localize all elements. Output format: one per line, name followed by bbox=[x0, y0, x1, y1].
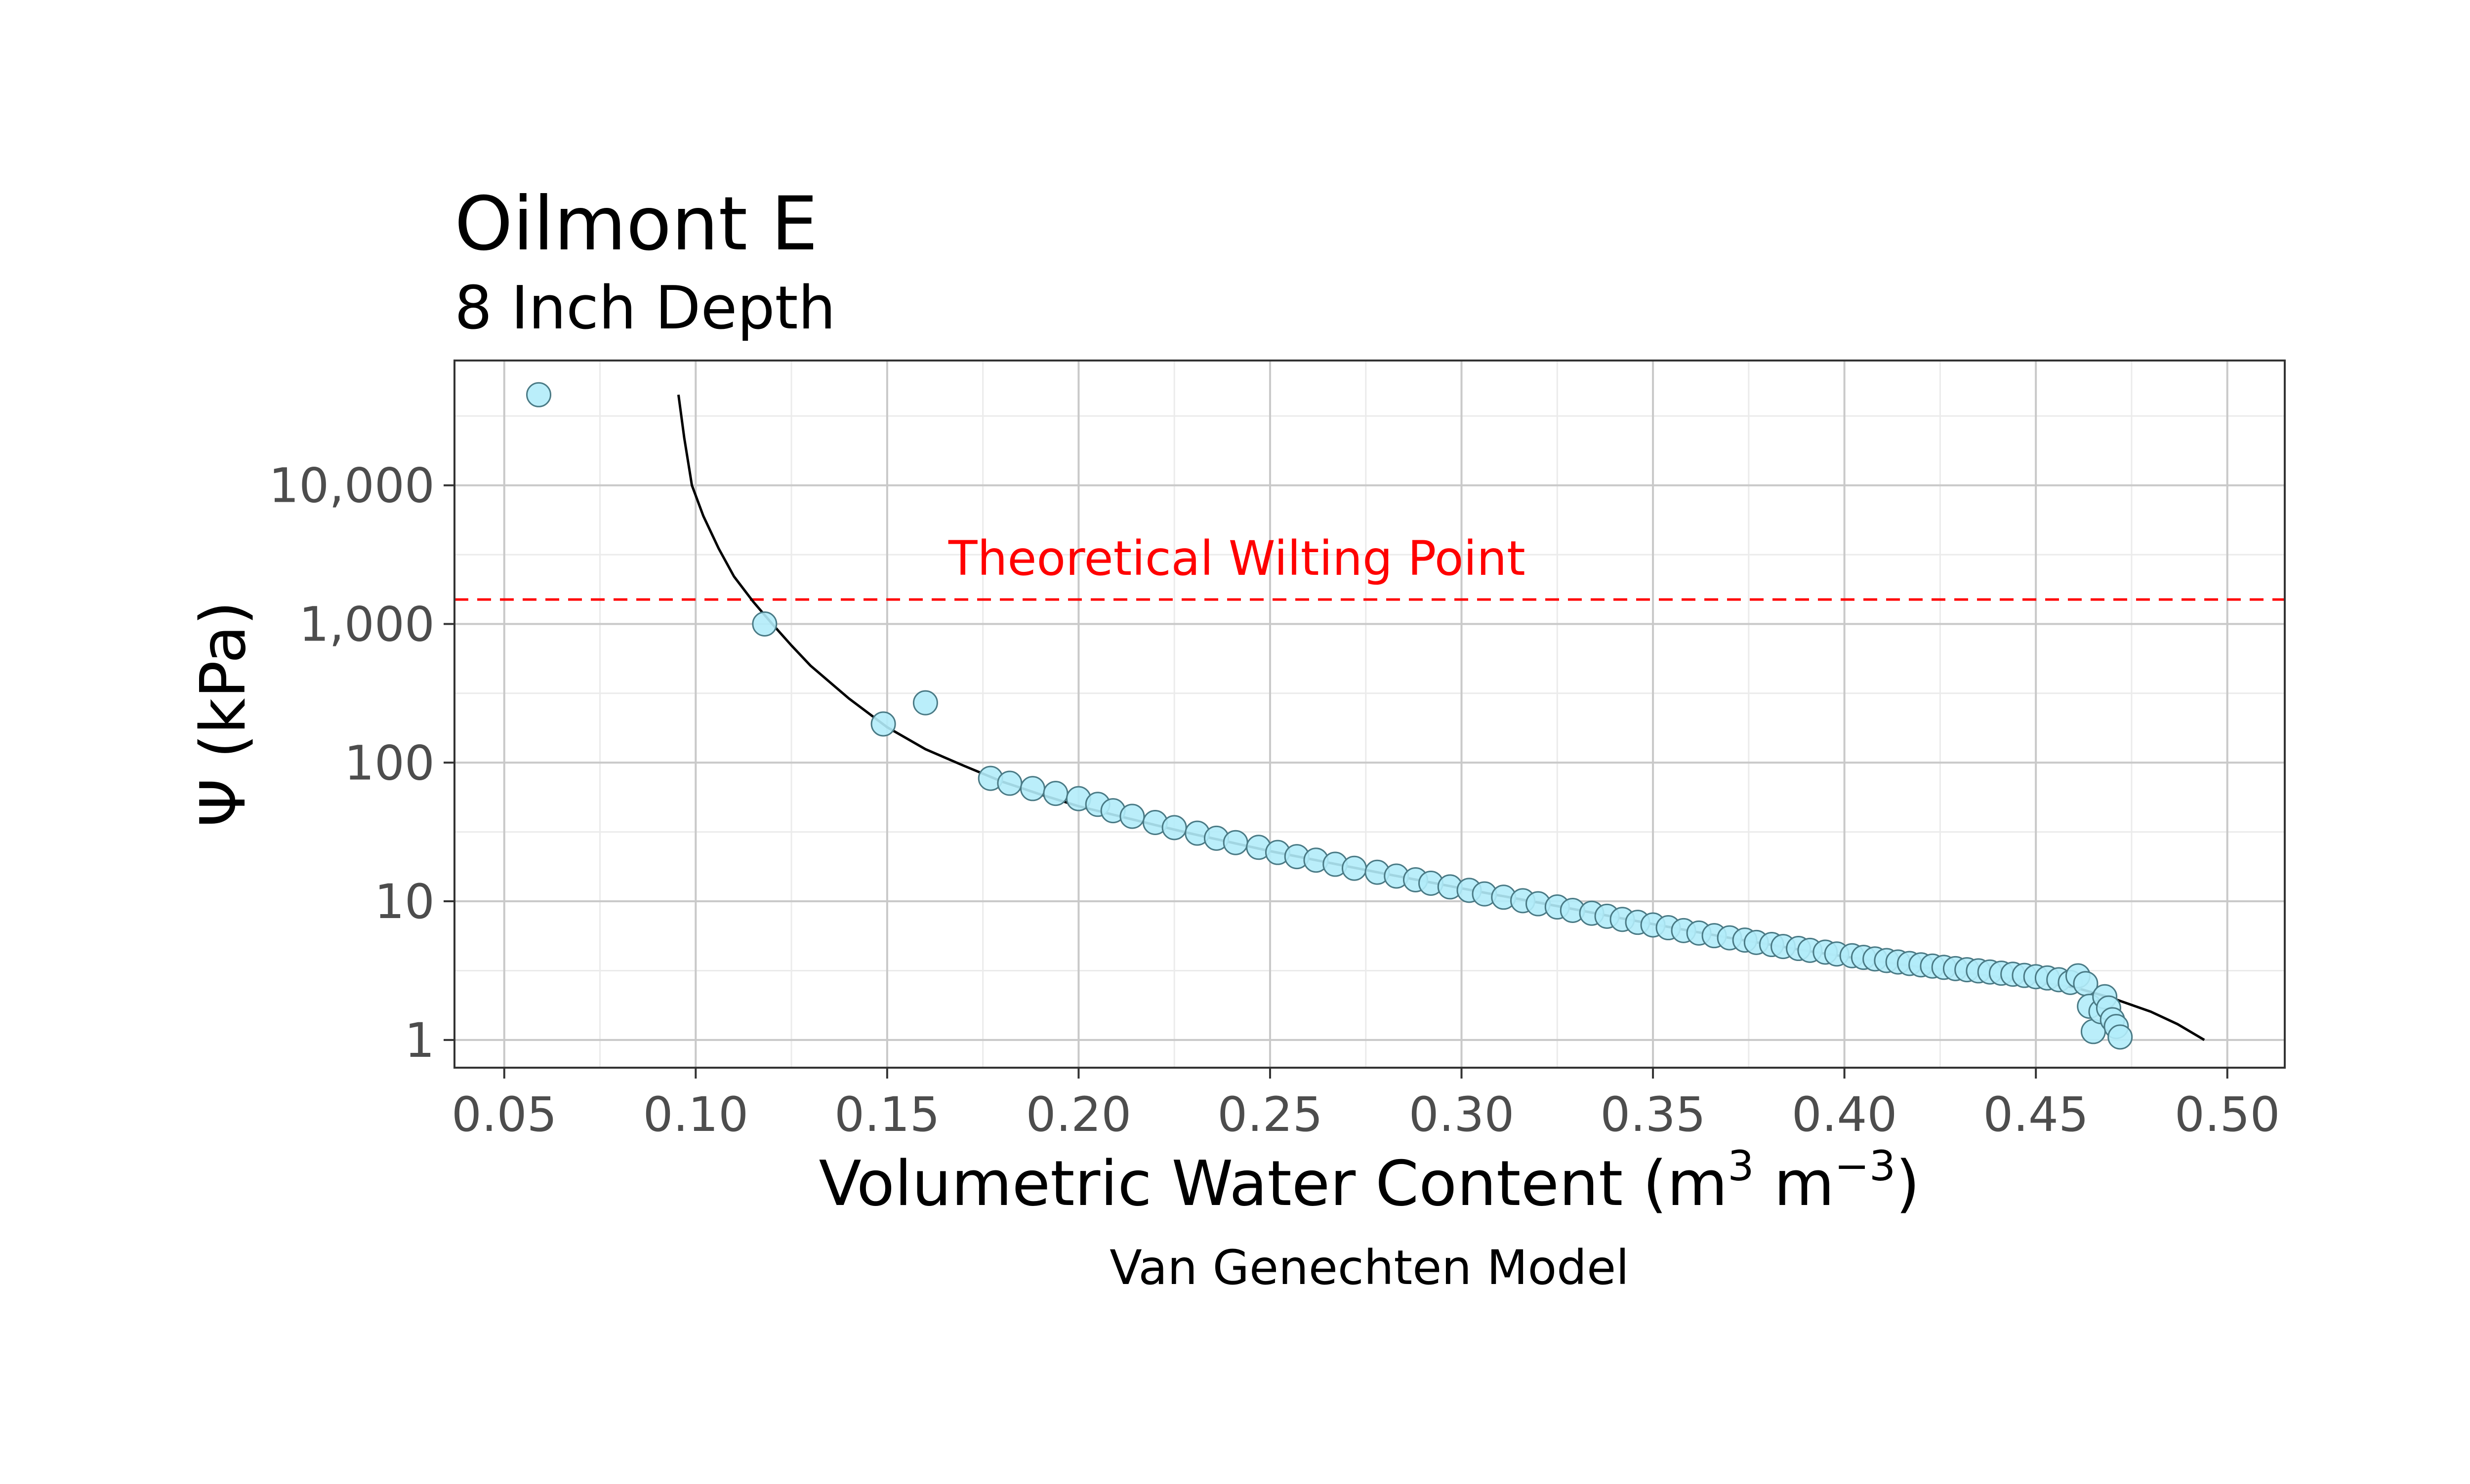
chart-caption: Van Genechten Model bbox=[1110, 1240, 1629, 1295]
data-point bbox=[1341, 855, 1367, 881]
y-axis-title: Ψ (kPa) bbox=[187, 601, 259, 827]
data-point bbox=[1020, 776, 1045, 802]
reference-line-group: Theoretical Wilting Point bbox=[454, 531, 2285, 601]
data-point bbox=[2107, 1024, 2133, 1050]
y-tick-label: 1 bbox=[405, 1013, 435, 1068]
x-tick-label: 0.35 bbox=[1600, 1087, 1706, 1142]
chart-subtitle: 8 Inch Depth bbox=[454, 274, 836, 343]
x-axis-title-sup2: −3 bbox=[1835, 1142, 1896, 1190]
y-tick-label: 100 bbox=[344, 735, 435, 791]
panel-border bbox=[453, 360, 2286, 1069]
x-tick-label: 0.05 bbox=[452, 1087, 557, 1142]
x-tick-label: 0.40 bbox=[1792, 1087, 1897, 1142]
data-layer bbox=[526, 382, 2205, 1050]
data-point bbox=[526, 382, 552, 407]
data-point bbox=[1161, 815, 1187, 841]
data-point bbox=[1223, 830, 1248, 855]
data-point bbox=[752, 611, 778, 637]
y-tick-label: 1,000 bbox=[299, 597, 435, 652]
x-tick-label: 0.45 bbox=[1983, 1087, 2089, 1142]
y-axis-ticks: 1 10 100 1,000 10,000 bbox=[269, 458, 454, 1068]
grid bbox=[454, 361, 2285, 1068]
x-axis-title-mid: m bbox=[1754, 1147, 1835, 1220]
x-tick-label: 0.30 bbox=[1409, 1087, 1515, 1142]
x-tick-label: 0.15 bbox=[834, 1087, 940, 1142]
x-tick-label: 0.50 bbox=[2175, 1087, 2280, 1142]
x-axis-title-sup1: 3 bbox=[1728, 1142, 1754, 1190]
x-axis-title-end: ) bbox=[1895, 1147, 1920, 1220]
data-point bbox=[870, 711, 896, 737]
x-tick-label: 0.25 bbox=[1217, 1087, 1323, 1142]
wilting-point-label: Theoretical Wilting Point bbox=[948, 531, 1525, 586]
y-tick-label: 10,000 bbox=[269, 458, 435, 514]
y-tick-label: 10 bbox=[374, 874, 435, 929]
data-point bbox=[1119, 803, 1145, 829]
data-point bbox=[912, 690, 938, 716]
data-point bbox=[1043, 781, 1069, 806]
chart-title: Oilmont E bbox=[454, 181, 818, 267]
x-tick-label: 0.20 bbox=[1026, 1087, 1132, 1142]
x-axis-title: Volumetric Water Content (m3 m−3) bbox=[819, 1142, 1920, 1220]
x-tick-label: 0.10 bbox=[643, 1087, 748, 1142]
x-axis-ticks: 0.05 0.10 0.15 0.20 0.25 0.30 0.35 0.40 0.45 0.50 bbox=[452, 1068, 2280, 1142]
x-axis-title-base: Volumetric Water Content (m bbox=[819, 1147, 1728, 1220]
data-point bbox=[997, 770, 1023, 796]
